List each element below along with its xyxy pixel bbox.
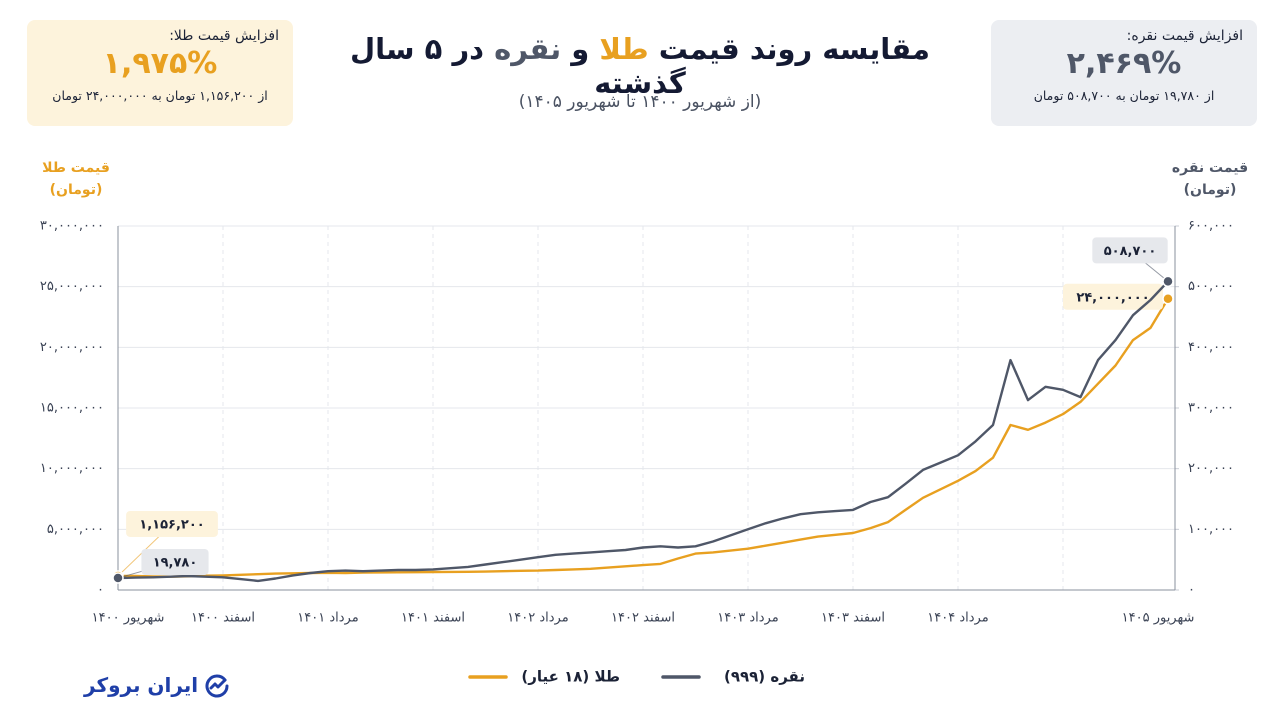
point-marker (1162, 275, 1174, 288)
y2-axis-title: (تومان) (1184, 182, 1237, 198)
value-label-box (1063, 283, 1163, 310)
x-tick-label: اسفند ۱۴۰۰ (191, 611, 255, 626)
y2-tick-label: ۳۰۰,۰۰۰ (1188, 401, 1234, 416)
summary-detail: از ۱,۱۵۶,۲۰۰ تومان به ۲۴,۰۰۰,۰۰۰ تومان (52, 88, 268, 103)
summary-value: ۱,۹۷۵% (102, 46, 218, 81)
gold-summary: افزایش قیمت طلا: ۱,۹۷۵% از ۱,۱۵۶,۲۰۰ توم… (27, 20, 293, 126)
y-tick-label: ۱۰,۰۰۰,۰۰۰ (40, 461, 104, 476)
y-tick-label: ۲۰,۰۰۰,۰۰۰ (40, 340, 104, 355)
x-tick-label: مرداد ۱۴۰۱ (297, 611, 358, 626)
series-line (118, 298, 1170, 578)
y2-tick-label: ۴۰۰,۰۰۰ (1188, 340, 1234, 355)
series-line (117, 280, 1169, 583)
legend-label: نقره (۹۹۹) (724, 668, 805, 686)
x-tick-label: اسفند ۱۴۰۲ (611, 611, 675, 626)
y2-tick-label: ۰ (1188, 583, 1195, 598)
title: مقایسه روند قیمت طلا و نقره در ۵ سال گذش… (300, 32, 980, 100)
x-tick-label: مرداد ۱۴۰۳ (717, 611, 778, 626)
title-part: و (571, 32, 590, 66)
y-tick-label: ۱۵,۰۰۰,۰۰۰ (40, 401, 104, 416)
y2-axis-title: قیمت نقره (1172, 160, 1248, 176)
title-part: طلا (599, 32, 649, 66)
silver-summary: افزایش قیمت نقره: ۲,۴۶۹% از ۱۹,۷۸۰ تومان… (991, 20, 1257, 126)
brand-icon (205, 674, 229, 698)
x-tick-label: مرداد ۱۴۰۲ (507, 611, 568, 626)
y2-tick-label: ۵۰۰,۰۰۰ (1188, 279, 1234, 294)
y2-tick-label: ۲۰۰,۰۰۰ (1188, 461, 1234, 476)
y-tick-label: ۲۵,۰۰۰,۰۰۰ (40, 279, 104, 294)
legend-label: طلا (۱۸ عیار) (521, 668, 620, 686)
value-label: ۱,۱۵۶,۲۰۰ (139, 517, 204, 532)
y-tick-label: ۰ (97, 583, 104, 598)
x-tick-label: اسفند ۱۴۰۱ (401, 611, 465, 626)
y-axis-title: (تومان) (50, 182, 103, 198)
point-marker (112, 572, 124, 584)
x-tick-label: مرداد ۱۴۰۴ (927, 611, 988, 626)
summary-label: افزایش قیمت طلا: (169, 28, 279, 44)
summary-detail: از ۱۹,۷۸۰ تومان به ۵۰۸,۷۰۰ تومان (1033, 88, 1215, 103)
summary-value: ۲,۴۶۹% (1066, 46, 1182, 81)
x-tick-label: شهریور ۱۴۰۰ (92, 611, 165, 626)
y2-tick-label: ۶۰۰,۰۰۰ (1188, 219, 1234, 234)
value-label: ۵۰۸,۷۰۰ (1104, 244, 1157, 259)
x-tick-label: اسفند ۱۴۰۳ (821, 611, 885, 626)
y-tick-label: ۵,۰۰۰,۰۰۰ (47, 522, 104, 537)
brand-name: ایران بروکر (84, 673, 199, 697)
y2-tick-label: ۱۰۰,۰۰۰ (1188, 522, 1234, 537)
value-label-box (141, 549, 209, 576)
value-label: ۲۴,۰۰۰,۰۰۰ (1076, 290, 1149, 305)
y-tick-label: ۳۰,۰۰۰,۰۰۰ (40, 219, 104, 234)
title-part: نقره (494, 32, 562, 66)
value-label: ۱۹,۷۸۰ (153, 556, 198, 571)
subtitle: (از شهریور ۱۴۰۰ تا شهریور ۱۴۰۵) (518, 92, 762, 112)
x-tick-label: شهریور ۱۴۰۵ (1122, 611, 1195, 626)
point-marker (1162, 293, 1174, 305)
title-part: در ۵ سال گذشته (349, 32, 686, 100)
summary-label: افزایش قیمت نقره: (1126, 28, 1243, 44)
title-part: مقایسه روند قیمت (658, 32, 931, 66)
value-label-box (126, 510, 218, 537)
brand: ایران بروکر (84, 672, 230, 698)
y-axis-title: قیمت طلا (42, 160, 110, 176)
value-label-box (1092, 237, 1168, 264)
